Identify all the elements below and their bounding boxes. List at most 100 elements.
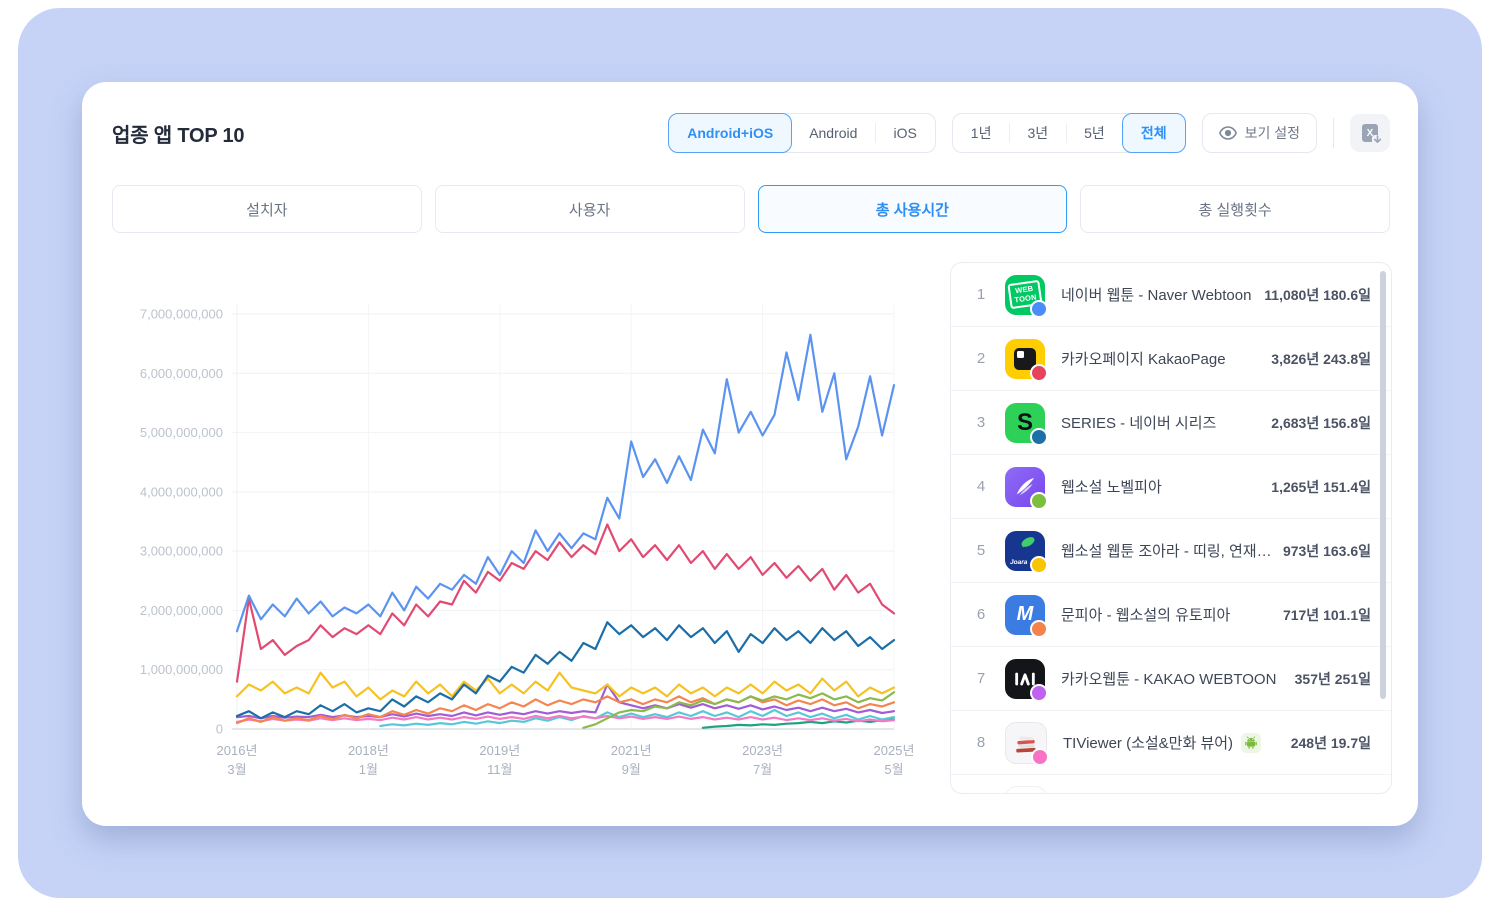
series-s-glyph: S bbox=[1016, 408, 1033, 436]
view-settings-button[interactable]: 보기 설정 bbox=[1201, 113, 1317, 153]
y-axis-tick: 3,000,000,000 bbox=[140, 544, 223, 559]
x-axis-tick-month: 11월 bbox=[487, 762, 512, 777]
app-icon-placeholder bbox=[1005, 785, 1047, 793]
kakaopage-icon bbox=[1005, 338, 1048, 382]
novelpia-icon bbox=[1005, 466, 1048, 510]
x-axis-tick-year: 2018년 bbox=[348, 743, 389, 758]
app-name-text: 문피아 - 웹소설의 유토피아 bbox=[1061, 607, 1231, 624]
rank-number: 1 bbox=[976, 286, 986, 303]
status-dot bbox=[1030, 619, 1048, 638]
app-ranking-panel: 1 WEB TOON 네이버 웹툰 - Naver Webtoon 11,080년 18… bbox=[950, 262, 1392, 794]
list-item[interactable]: 1 WEB TOON 네이버 웹툰 - Naver Webtoon 11,080년 18… bbox=[951, 263, 1391, 327]
rank-number: 2 bbox=[976, 350, 986, 367]
y-axis-tick: 6,000,000,000 bbox=[140, 366, 223, 381]
header-divider bbox=[1333, 118, 1334, 148]
status-dot bbox=[1030, 299, 1048, 318]
list-item[interactable]: 8 TIViewer (소설&만화 뷰어) 248년 19.7일 bbox=[951, 711, 1391, 775]
period-tab-all[interactable]: 전체 bbox=[1121, 113, 1186, 153]
tab-users[interactable]: 사용자 bbox=[434, 185, 745, 233]
y-axis-tick: 2,000,000,000 bbox=[140, 603, 223, 618]
app-name: 웹소설 웹툰 조아라 - 띠링, 연재가 ... bbox=[1061, 540, 1273, 561]
x-axis-tick-year: 2023년 bbox=[742, 743, 783, 758]
usage-value: 973년 163.6일 bbox=[1282, 542, 1371, 559]
novelpia-wing-glyph bbox=[1016, 477, 1034, 495]
tiviewer-icon bbox=[1005, 721, 1049, 766]
platform-tab-android-ios[interactable]: Android+iOS bbox=[668, 113, 793, 153]
series-line bbox=[235, 333, 896, 633]
 bbox=[1017, 350, 1024, 358]
x-axis-tick-year: 2021년 bbox=[611, 743, 652, 758]
card-header: 업종 앱 TOP 10 Android+iOS Android iOS 1년 3… bbox=[112, 112, 1390, 154]
excel-export-button[interactable]: X bbox=[1350, 114, 1390, 152]
rank-number: 6 bbox=[976, 606, 986, 623]
period-tab-1y[interactable]: 1년 bbox=[970, 125, 992, 141]
list-scrollbar[interactable] bbox=[1380, 271, 1386, 699]
kakaopage-glyph bbox=[1014, 347, 1036, 370]
app-name: 웹소설 노벨피아 bbox=[1061, 476, 1261, 497]
y-axis-tick: 7,000,000,000 bbox=[140, 307, 223, 322]
series-line bbox=[235, 671, 896, 701]
status-dot bbox=[1030, 683, 1048, 702]
period-toggle-group: 1년 3년 5년 전체 bbox=[951, 113, 1186, 153]
x-axis-tick-year: 2016년 bbox=[217, 743, 258, 758]
joara-icon: Joara bbox=[1005, 530, 1048, 574]
x-axis-tick-month: 7월 bbox=[753, 762, 772, 777]
app-name-text: 네이버 웹툰 - Naver Webtoon bbox=[1061, 287, 1252, 304]
page-title: 업종 앱 TOP 10 bbox=[112, 124, 245, 147]
x-axis-tick-month: 3월 bbox=[227, 762, 246, 777]
y-axis-tick: 5,000,000,000 bbox=[140, 425, 223, 440]
period-tab-5y[interactable]: 5년 bbox=[1066, 114, 1123, 152]
chart-canvas: 7,000,000,000 6,000,000,000 5,000,000,000 4… bbox=[140, 304, 915, 777]
android-badge-icon bbox=[1241, 732, 1262, 753]
status-dot bbox=[1030, 555, 1048, 574]
series-line bbox=[235, 523, 896, 683]
list-item-partial bbox=[951, 775, 1391, 793]
usage-value: 357년 251일 bbox=[1294, 670, 1371, 687]
naver-webtoon-icon: WEB TOON bbox=[1005, 274, 1048, 318]
tab-total-launch-count[interactable]: 총 실행횟수 bbox=[1080, 185, 1390, 233]
download-arrow-icon bbox=[1372, 135, 1382, 145]
platform-tab-ios[interactable]: iOS bbox=[875, 114, 934, 152]
list-item[interactable]: 6 M 문피아 - 웹소설의 유토피아 717년 101.1일 bbox=[951, 583, 1391, 647]
list-item[interactable]: 4 웹소설 노벨피아 1,265년 151.4일 bbox=[951, 455, 1391, 519]
list-item[interactable]: 5 Joara 웹소설 웹툰 조아라 - 띠링, 연재가 ... 973년 163.6… bbox=[951, 519, 1391, 583]
list-item[interactable]: 7 카카오웹툰 - KAKAO WEBTOON 357년 251일 bbox=[951, 647, 1391, 711]
platform-tab-android[interactable]: Android bbox=[809, 125, 858, 141]
usage-time-line-chart: 7,000,000,000 6,000,000,000 5,000,000,000 4… bbox=[100, 278, 920, 790]
rank-number: 5 bbox=[976, 542, 986, 559]
app-name-text: 웹소설 노벨피아 bbox=[1061, 479, 1162, 496]
series-line bbox=[235, 714, 896, 723]
usage-value: 2,683년 156.8일 bbox=[1271, 414, 1371, 431]
tab-installers[interactable]: 설치자 bbox=[112, 185, 422, 233]
book-stack-glyph bbox=[1016, 735, 1036, 752]
app-name-text: 카카오웹툰 - KAKAO WEBTOON bbox=[1061, 671, 1277, 688]
app-name-text: SERIES - 네이버 시리즈 bbox=[1061, 415, 1217, 432]
usage-value: 1,265년 151.4일 bbox=[1271, 478, 1371, 495]
x-axis-tick-year: 2025년 bbox=[874, 743, 915, 758]
period-tab-3y[interactable]: 3년 bbox=[1009, 114, 1066, 152]
app-name-text: 웹소설 웹툰 조아라 - 띠링, 연재가 ... bbox=[1061, 543, 1273, 560]
list-item[interactable]: 2 카카오페이지 KakaoPage 3,826년 243.8일 bbox=[951, 327, 1391, 391]
usage-value: 717년 101.1일 bbox=[1282, 606, 1371, 623]
x-axis-tick-month: 1월 bbox=[359, 762, 378, 777]
app-ranking-list: 1 WEB TOON 네이버 웹툰 - Naver Webtoon 11,080년 18… bbox=[951, 263, 1391, 793]
status-dot bbox=[1031, 747, 1049, 766]
usage-value: 3,826년 243.8일 bbox=[1271, 350, 1371, 367]
usage-value: 11,080년 180.6일 bbox=[1264, 286, 1371, 303]
series-line bbox=[582, 691, 896, 729]
tab-total-usage-time[interactable]: 총 사용시간 bbox=[757, 185, 1068, 233]
platform-toggle-group: Android+iOS Android iOS bbox=[668, 113, 936, 153]
y-axis-tick: 4,000,000,000 bbox=[140, 484, 223, 499]
status-dot bbox=[1030, 363, 1048, 382]
munpia-m-glyph: M bbox=[1016, 603, 1034, 625]
app-name: 문피아 - 웹소설의 유토피아 bbox=[1061, 604, 1273, 625]
list-item[interactable]: 3 S SERIES - 네이버 시리즈 2,683년 156.8일 bbox=[951, 391, 1391, 455]
x-axis-tick-year: 2019년 bbox=[479, 743, 520, 758]
series-line bbox=[379, 708, 896, 728]
usage-value: 248년 19.7일 bbox=[1290, 734, 1371, 751]
status-dot bbox=[1030, 427, 1048, 446]
y-axis-tick: 0 bbox=[216, 722, 223, 737]
kakao-webtoon-glyph bbox=[1015, 672, 1035, 685]
view-settings-label: 보기 설정 bbox=[1244, 125, 1300, 141]
app-name: SERIES - 네이버 시리즈 bbox=[1061, 412, 1261, 433]
